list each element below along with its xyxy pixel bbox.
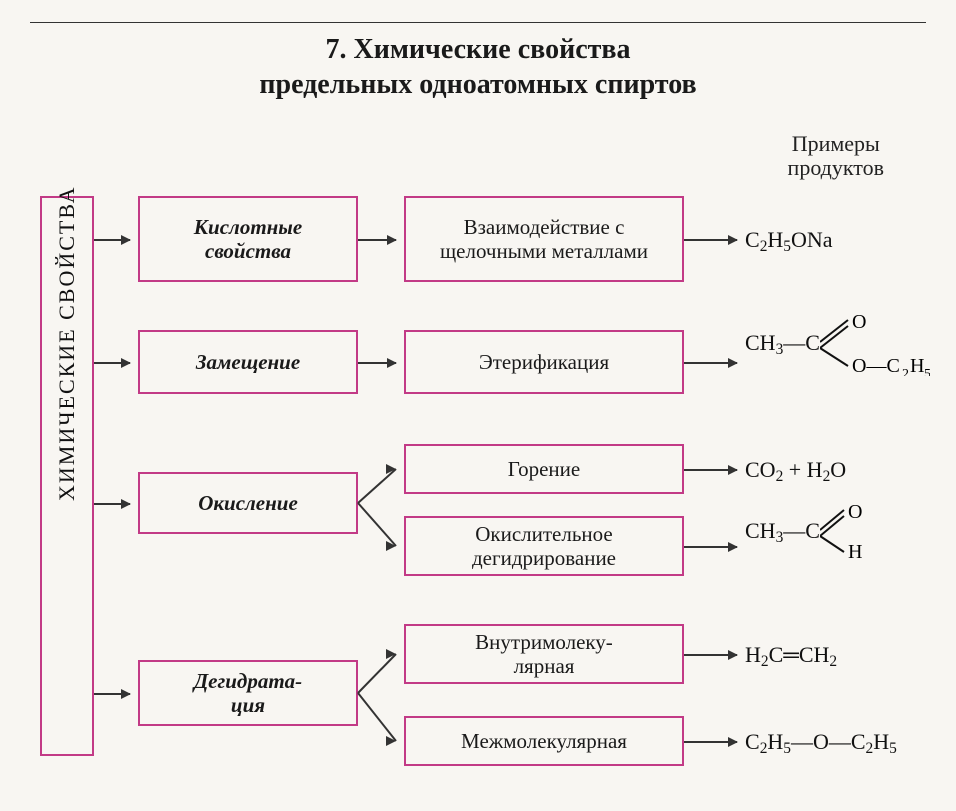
node-esterification: Этерификация bbox=[404, 330, 684, 394]
products-header-l2: продуктов bbox=[788, 155, 884, 180]
node-dehydration: Дегидрата-ция bbox=[138, 660, 358, 726]
node-intermolecular: Межмолекулярная bbox=[404, 716, 684, 766]
arrow-prop1-sub1 bbox=[358, 239, 396, 241]
svg-text:O―C: O―C bbox=[852, 355, 900, 376]
node-oxidation: Окисление bbox=[138, 472, 358, 534]
product-ester: CH3―COO―C2H5 bbox=[745, 330, 820, 359]
arrow-prop4-split bbox=[358, 648, 408, 747]
product-aldehyde: CH3―COH bbox=[745, 518, 820, 547]
arrow-sub4a-prod bbox=[684, 654, 737, 656]
svg-text:O: O bbox=[848, 504, 862, 523]
products-column-header: Примеры продуктов bbox=[788, 132, 884, 180]
title-line-1: 7. Химические свойства bbox=[325, 34, 630, 65]
products-header-l1: Примеры bbox=[792, 131, 880, 156]
arrow-root-2 bbox=[94, 362, 130, 364]
diagram-title: 7. Химические свойства предельных одноат… bbox=[30, 32, 926, 102]
arrow-sub3b-prod bbox=[684, 546, 737, 548]
product-co2-h2o: CO2 + H2O bbox=[745, 457, 846, 486]
arrow-root-4 bbox=[94, 693, 130, 695]
node-alkaline-metals: Взаимодействие с щелочными металлами bbox=[404, 196, 684, 282]
svg-text:H: H bbox=[910, 355, 924, 376]
node-substitution: Замещение bbox=[138, 330, 358, 394]
arrow-sub1-prod bbox=[684, 239, 737, 241]
product-diethyl-ether: C2H5―O―C2H5 bbox=[745, 729, 897, 758]
arrow-root-1 bbox=[94, 239, 130, 241]
arrow-sub2-prod bbox=[684, 362, 737, 364]
svg-text:2: 2 bbox=[902, 367, 909, 376]
title-line-2: предельных одноатомных спиртов bbox=[259, 69, 696, 100]
arrow-sub3a-prod bbox=[684, 469, 737, 471]
arrow-root-3 bbox=[94, 503, 130, 505]
node-oxidative-dehydrogenation: Окислительное дегидрирование bbox=[404, 516, 684, 576]
node-intramolecular: Внутримолеку-лярная bbox=[404, 624, 684, 684]
arrow-sub4b-prod bbox=[684, 741, 737, 743]
svg-text:H: H bbox=[848, 541, 862, 560]
svg-text:O: O bbox=[852, 312, 866, 333]
node-acidic-properties: Кислотные свойства bbox=[138, 196, 358, 282]
top-rule bbox=[30, 22, 926, 23]
properties-vertical-label: ХИМИЧЕСКИЕ СВОЙСТВА bbox=[54, 451, 80, 501]
arrow-prop3-split bbox=[358, 463, 408, 552]
properties-vertical-box: ХИМИЧЕСКИЕ СВОЙСТВА bbox=[40, 196, 94, 756]
product-ethylene: H2C═CH2 bbox=[745, 642, 837, 671]
arrow-prop2-sub2 bbox=[358, 362, 396, 364]
node-combustion: Горение bbox=[404, 444, 684, 494]
svg-text:5: 5 bbox=[924, 367, 930, 376]
product-ethoxide: C2H5ONa bbox=[745, 227, 833, 256]
